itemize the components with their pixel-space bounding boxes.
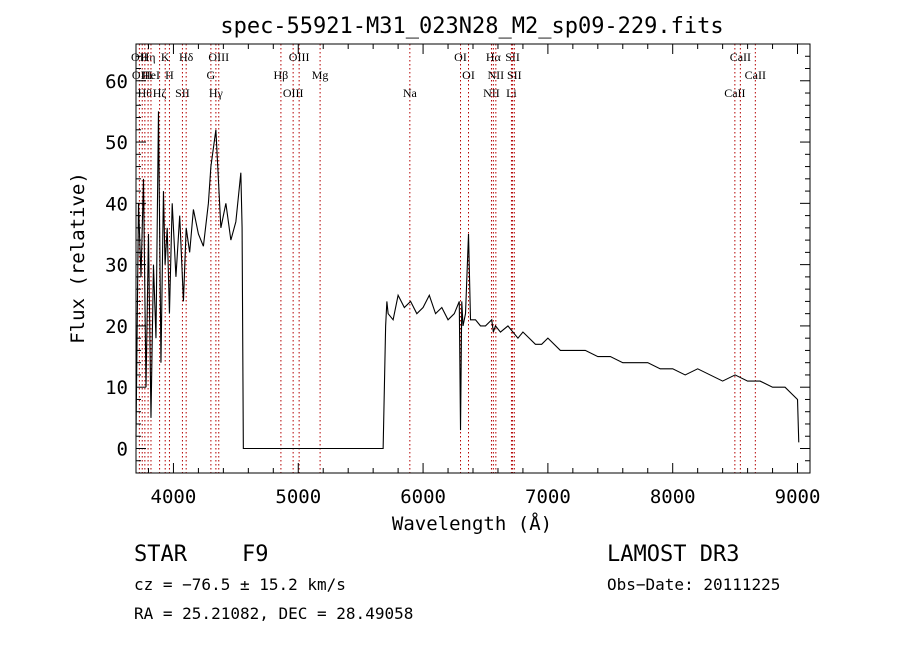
line-marker-label: Mg: [312, 68, 329, 82]
line-marker-label: NII: [483, 86, 500, 100]
object-class: STAR: [134, 542, 188, 567]
y-tick-label: 10: [105, 377, 128, 399]
line-marker-label: K: [161, 50, 170, 64]
line-marker-label: G: [207, 68, 216, 82]
line-marker-label: SII: [507, 68, 522, 82]
coordinates: RA = 25.21082, DEC = 28.49058: [134, 604, 413, 623]
line-marker-label: OII: [131, 50, 148, 64]
spectrum-line: [135, 111, 800, 450]
x-tick-label: 6000: [400, 486, 446, 508]
axes: 4000 5000 6000 7000 8000 9000 0 10 20 30 40 50 60: [105, 44, 820, 508]
y-tick-label: 20: [105, 316, 128, 338]
line-marker-label: Li: [506, 86, 517, 100]
line-marker-label: SII: [175, 86, 190, 100]
line-marker-label: Hζ: [153, 86, 167, 100]
line-marker-label: Na: [403, 86, 418, 100]
line-marker-label: OIII: [208, 50, 229, 64]
object-subclass: F9: [242, 542, 269, 567]
line-marker-label: H: [165, 68, 174, 82]
line-marker-label: Hθ: [138, 86, 153, 100]
plot-frame: [135, 43, 811, 474]
x-tick-label: 7000: [525, 486, 571, 508]
line-marker-label: Hη: [141, 50, 156, 64]
x-tick-label: 5000: [275, 486, 321, 508]
x-tick-label: 4000: [151, 486, 197, 508]
survey-name: LAMOST DR3: [607, 542, 739, 567]
y-tick-label: 40: [105, 193, 128, 215]
redshift-cz: cz = −76.5 ± 15.2 km/s: [134, 575, 346, 594]
spectrum-series: [135, 111, 800, 450]
chart-title: spec-55921-M31_023N28_M2_sp09-229.fits: [220, 14, 723, 39]
y-tick-label: 60: [105, 71, 128, 93]
line-marker-label: OIII: [132, 68, 153, 82]
x-axis-label: Wavelength (Å): [392, 512, 552, 535]
line-marker-label: HeI: [142, 68, 160, 82]
observation-date: Obs−Date: 20111225: [607, 575, 780, 594]
line-marker-label: OIII: [289, 50, 310, 64]
y-tick-label: 0: [117, 438, 128, 460]
line-marker-label: SII: [505, 50, 520, 64]
y-tick-label: 50: [105, 132, 128, 154]
line-marker-label: CaII: [745, 68, 766, 82]
line-marker-label: OI: [462, 68, 475, 82]
line-marker-label: Hβ: [274, 68, 289, 82]
y-axis-label: Flux (relative): [67, 172, 89, 344]
line-marker-label: OI: [454, 50, 467, 64]
line-marker-label: Hα: [486, 50, 502, 64]
line-marker-label: NII: [488, 68, 505, 82]
line-marker-label: Hγ: [209, 86, 224, 100]
x-tick-label: 8000: [650, 486, 696, 508]
spectral-line-markers: OIIOIIIHθHηHeIHζKHSIIHδGHγOIIIHβOIIIOIII…: [131, 44, 766, 473]
x-tick-label: 9000: [775, 486, 821, 508]
line-marker-label: Hδ: [179, 50, 194, 64]
y-tick-label: 30: [105, 255, 128, 277]
line-marker-label: OIII: [283, 86, 304, 100]
line-marker-label: CaII: [730, 50, 751, 64]
line-marker-label: CaII: [724, 86, 745, 100]
